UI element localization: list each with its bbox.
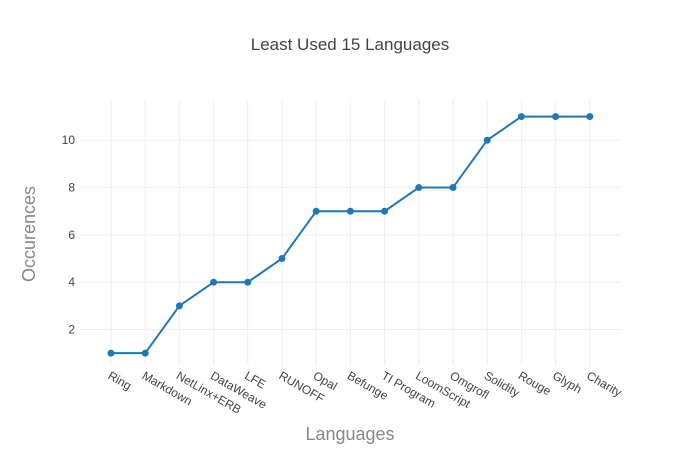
chart-title: Least Used 15 Languages <box>251 35 450 54</box>
data-point <box>517 113 525 121</box>
y-axis-ticks: 2 4 6 8 10 <box>62 133 76 336</box>
x-tick-label: Glyph <box>550 368 584 396</box>
y-tick-label: 10 <box>62 133 76 147</box>
data-point <box>449 184 457 192</box>
y-tick-label: 2 <box>68 323 75 337</box>
x-tick-label: Rouge <box>516 368 554 398</box>
data-point <box>141 349 149 357</box>
data-point <box>586 113 594 121</box>
data-point <box>244 278 252 286</box>
series-layer <box>107 113 594 357</box>
x-axis-title: Languages <box>305 424 394 444</box>
gridlines <box>80 100 620 365</box>
data-point <box>415 184 423 192</box>
x-tick-label: Ring <box>106 368 134 392</box>
x-tick-label: Charity <box>584 368 624 399</box>
data-point <box>278 255 286 263</box>
y-tick-label: 8 <box>68 181 75 195</box>
data-point <box>210 278 218 286</box>
data-point <box>346 207 354 215</box>
data-point <box>312 207 320 215</box>
y-tick-label: 6 <box>68 228 75 242</box>
data-point <box>381 207 389 215</box>
y-tick-label: 4 <box>68 275 75 289</box>
data-point <box>107 349 115 357</box>
data-point <box>552 113 560 121</box>
y-axis-title: Occurences <box>19 186 39 282</box>
data-point <box>483 136 491 144</box>
data-point <box>175 302 183 310</box>
